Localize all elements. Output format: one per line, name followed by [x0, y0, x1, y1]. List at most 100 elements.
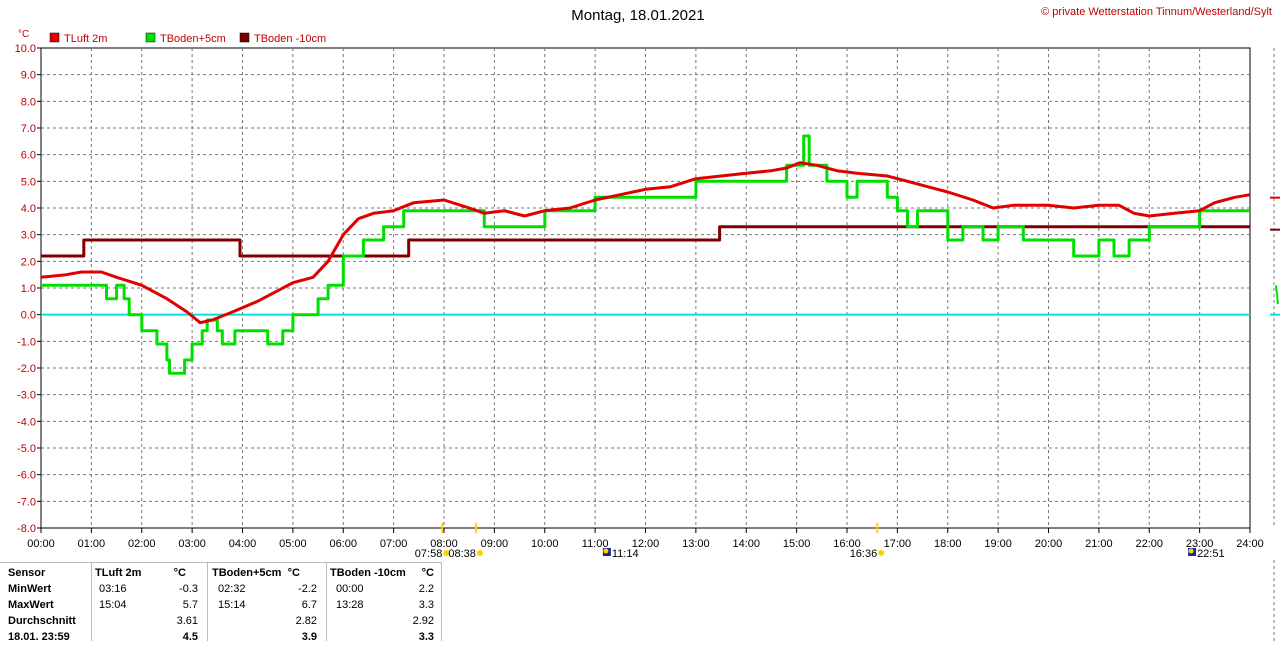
stats-row-label: Durchschnitt	[8, 615, 76, 627]
y-axis-ticks: 10.0 9.0 8.0 7.0 6.0 5.0 4.0 3.0 2.0 1.0 0.0 -1.0 -2…	[15, 43, 41, 535]
stats-column-divider	[326, 562, 327, 641]
sun-icon	[443, 550, 450, 556]
series-line-0	[40, 161, 1251, 325]
x-axis-ticks: 00:00 01:00 02:00 03:00 04:00 05:00 06:00 07:00…	[27, 528, 1264, 550]
x-tick-label: 09:00	[481, 538, 509, 550]
stats-cell: 03:16	[99, 583, 127, 595]
legend-label: TBoden -10cm	[254, 33, 326, 45]
stats-cell: 3.3	[418, 631, 434, 643]
x-tick-label: 13:00	[682, 538, 710, 550]
marker-time-label: 07:58	[415, 548, 443, 560]
moon-glyph	[603, 548, 609, 554]
sun-icon	[878, 550, 885, 556]
marker-time-label: 08:38	[448, 548, 476, 560]
stats-column-divider	[441, 562, 442, 641]
stats-cell: 3.61	[176, 615, 198, 627]
y-tick-label: 2.0	[21, 256, 36, 268]
series-line-2	[41, 225, 1250, 258]
y-tick-label: 6.0	[21, 150, 36, 162]
stats-cell: 02:32	[218, 583, 246, 595]
stats-header: °C	[173, 567, 186, 579]
sun-moon-markers: 07:58 08:38 11:14 16:36 22:51	[415, 523, 1225, 560]
x-tick-label: 22:00	[1135, 538, 1163, 550]
x-tick-label: 10:00	[531, 538, 559, 550]
stats-cell: -0.3	[179, 583, 198, 595]
marker-time-label: 22:51	[1197, 548, 1225, 560]
x-tick-label: 18:00	[934, 538, 962, 550]
y-tick-label: -1.0	[17, 336, 36, 348]
legend-swatch	[239, 32, 250, 43]
y-tick-label: 8.0	[21, 96, 36, 108]
x-tick-label: 11:00	[582, 538, 609, 550]
right-indicator-green	[1275, 285, 1279, 305]
y-tick-label: -6.0	[17, 470, 36, 482]
y-tick-label: 9.0	[21, 70, 36, 82]
y-tick-label: 1.0	[21, 283, 36, 295]
y-tick-label: -7.0	[17, 496, 36, 508]
y-tick-label: 0.0	[21, 310, 36, 322]
x-tick-label: 02:00	[128, 538, 156, 550]
y-tick-label: -4.0	[17, 416, 36, 428]
stats-header: TBoden+5cm	[212, 567, 282, 579]
y-tick-label: 5.0	[21, 176, 36, 188]
chart-credit: © private Wetterstation Tinnum/Westerlan…	[1041, 6, 1272, 18]
legend-swatch	[49, 32, 60, 43]
stats-cell: 5.7	[182, 599, 198, 611]
stats-cell: -2.2	[298, 583, 317, 595]
legend-swatch	[145, 32, 156, 43]
x-tick-label: 01:00	[78, 538, 106, 550]
stats-header: °C	[421, 567, 434, 579]
y-tick-label: -5.0	[17, 443, 36, 455]
y-tick-label: -8.0	[17, 523, 36, 535]
stats-cell: 3.9	[301, 631, 317, 643]
y-tick-label: 4.0	[21, 203, 36, 215]
stats-table: Sensor TLuft 2m °C TBoden+5cm °C TBoden -10cm…	[0, 562, 445, 643]
x-tick-label: 17:00	[884, 538, 912, 550]
x-tick-label: 07:00	[380, 538, 408, 550]
stats-header: °C	[287, 567, 300, 579]
stats-cell: 00:00	[336, 583, 364, 595]
x-tick-label: 05:00	[279, 538, 307, 550]
right-side-indicators	[1270, 48, 1280, 641]
x-tick-label: 03:00	[178, 538, 206, 550]
stats-cell: 15:04	[99, 599, 127, 611]
chart-title: Montag, 18.01.2021	[571, 7, 704, 24]
y-tick-label: -2.0	[17, 363, 36, 375]
stats-cell: 3.3	[418, 599, 434, 611]
sun-icon	[476, 550, 483, 556]
stats-row-label: MinWert	[8, 583, 52, 595]
stats-header: TLuft 2m	[95, 567, 142, 579]
series-line-1	[41, 134, 1250, 375]
stats-cell: 2.92	[412, 615, 434, 627]
stats-top-border	[0, 562, 441, 563]
y-tick-label: -3.0	[17, 390, 36, 402]
x-tick-label: 00:00	[27, 538, 55, 550]
stats-row-label: MaxWert	[8, 599, 54, 611]
stats-cell: 2.82	[295, 615, 317, 627]
stats-column-divider	[207, 562, 208, 641]
y-tick-label: 7.0	[21, 123, 36, 135]
stats-header: Sensor	[8, 567, 46, 579]
legend-label: TLuft 2m	[64, 33, 107, 45]
series-group	[40, 134, 1251, 375]
x-tick-label: 15:00	[783, 538, 811, 550]
stats-cell: 13:28	[336, 599, 364, 611]
legend: TLuft 2m TBoden+5cm TBoden -10cm	[49, 32, 326, 45]
x-tick-label: 21:00	[1085, 538, 1113, 550]
marker-time-label: 11:14	[612, 548, 639, 560]
stats-row-label: 18.01. 23:59	[8, 631, 70, 643]
stats-header: TBoden -10cm	[330, 567, 406, 579]
x-tick-label: 08:00	[430, 538, 458, 550]
stats-cell: 6.7	[301, 599, 317, 611]
stats-cell: 2.2	[418, 583, 434, 595]
x-tick-label: 24:00	[1236, 538, 1264, 550]
stats-cell: 4.5	[182, 631, 198, 643]
x-tick-label: 23:00	[1186, 538, 1214, 550]
x-tick-label: 19:00	[984, 538, 1012, 550]
legend-label: TBoden+5cm	[160, 33, 226, 45]
moon-glyph	[1188, 548, 1194, 554]
stats-column-divider	[91, 562, 92, 641]
x-tick-label: 04:00	[229, 538, 257, 550]
stats-cell: 15:14	[218, 599, 246, 611]
